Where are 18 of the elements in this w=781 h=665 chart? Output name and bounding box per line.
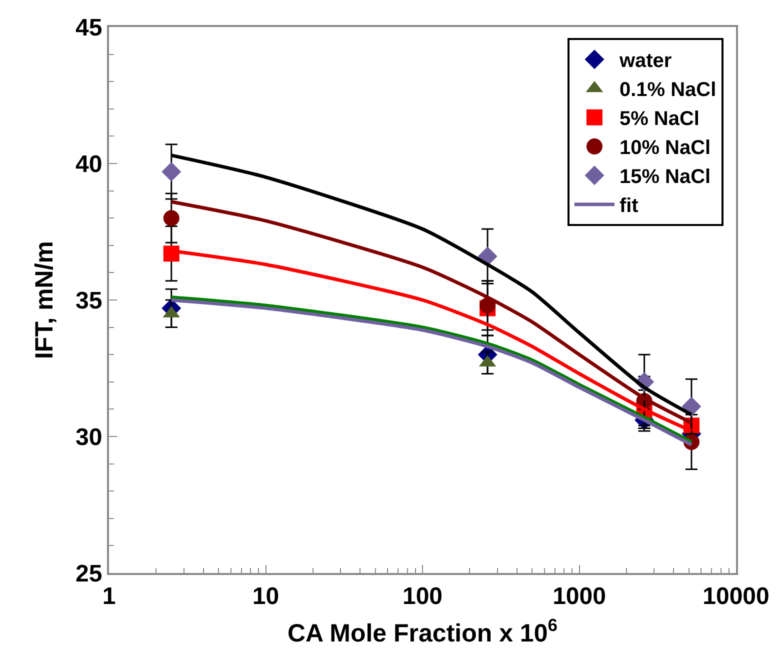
x-tick-label: 10 xyxy=(252,582,280,610)
y-tick-label: 30 xyxy=(75,424,102,451)
x-tick-label: 1 xyxy=(102,582,116,610)
x-tick-label: 100 xyxy=(402,582,443,610)
x-tick-label: 10000 xyxy=(702,582,770,610)
y-tick-label: 35 xyxy=(75,287,102,314)
legend-label: 0.1% NaCl xyxy=(619,79,716,102)
y-tick-label: 25 xyxy=(75,560,102,588)
y-axis-title: IFT, mN/m xyxy=(30,240,59,360)
legend-label: 15% NaCl xyxy=(619,166,711,188)
x-axis-title: CA Mole Fraction x 10$^{6}$ xyxy=(288,614,558,648)
legend-label: 10% NaCl xyxy=(619,137,711,160)
legend-label: 5% NaCl xyxy=(619,108,700,130)
y-tick-label: 40 xyxy=(75,150,102,178)
x-tick-label: 1000 xyxy=(552,582,606,610)
legend-label: water xyxy=(618,50,672,72)
legend-label: fit xyxy=(619,195,639,218)
y-tick-label: 45 xyxy=(75,14,102,42)
